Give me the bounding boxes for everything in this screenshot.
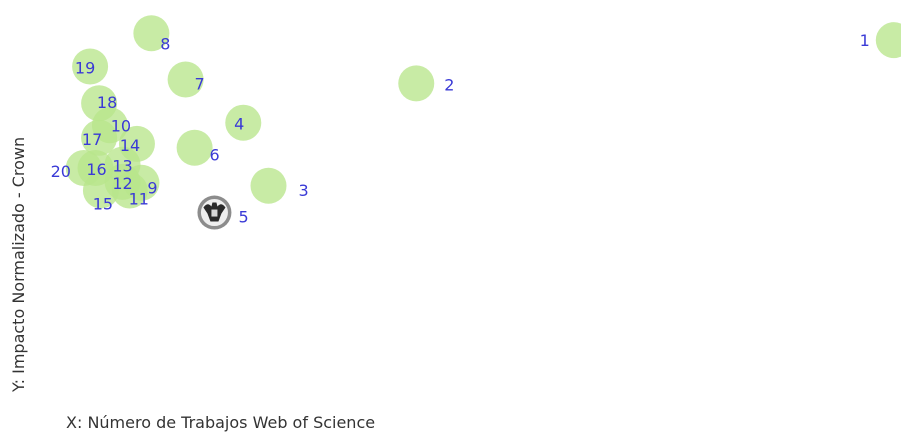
point-label-20: 20 (51, 162, 71, 181)
point-label-19: 19 (75, 59, 95, 78)
point-label-14: 14 (120, 136, 140, 155)
point-label-16: 16 (86, 160, 106, 179)
point-label-9: 9 (147, 179, 157, 198)
point-bubble-3 (250, 167, 287, 204)
point-label-3: 3 (298, 181, 308, 200)
point-bubble-1 (875, 22, 901, 59)
point-label-4: 4 (234, 115, 244, 134)
point-label-6: 6 (210, 146, 220, 165)
x-axis-label: X: Número de Trabajos Web of Science (66, 413, 375, 432)
y-axis-label: Y: Impacto Normalizado - Crown (9, 137, 28, 393)
point-bubble-17 (81, 119, 118, 156)
point-label-13: 13 (112, 157, 132, 176)
point-bubble-20 (65, 150, 102, 187)
point-bubble-4 (225, 104, 262, 141)
emblem-shield (211, 209, 218, 217)
point-bubble-8 (133, 15, 170, 52)
point-label-7: 7 (195, 74, 205, 93)
point-label-1: 1 (860, 31, 870, 50)
point-bubble-2 (398, 65, 435, 102)
point-bubble-6 (176, 129, 213, 166)
point-label-10: 10 (111, 116, 131, 135)
bubble-layer (65, 15, 901, 209)
point-label-15: 15 (93, 195, 113, 214)
point-bubble-18 (81, 85, 118, 122)
point-label-5: 5 (238, 208, 248, 227)
point-label-2: 2 (444, 75, 454, 94)
point-label-11: 11 (129, 190, 149, 209)
point-label-8: 8 (160, 34, 170, 53)
point-bubble-19 (72, 48, 109, 85)
emblem-layer (197, 195, 232, 230)
point-label-17: 17 (82, 130, 102, 149)
point-bubble-14 (118, 125, 155, 162)
point-label-18: 18 (97, 93, 117, 112)
point-emblem-5 (197, 195, 232, 230)
point-label-12: 12 (112, 174, 132, 193)
point-bubble-7 (167, 61, 204, 98)
